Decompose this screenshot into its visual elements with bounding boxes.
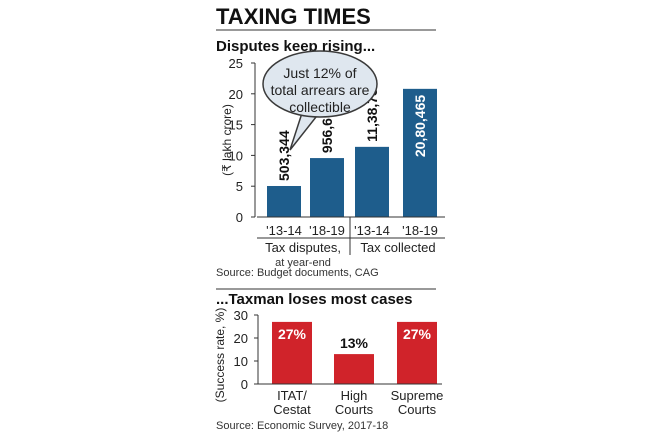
chart1-group-sublabel: at year-end <box>275 257 331 269</box>
chart1-bar <box>355 146 389 217</box>
chart1-bar <box>403 88 437 217</box>
chart2-x-tick-label: High <box>341 388 368 403</box>
chart2-y-tick-label: 0 <box>241 377 248 392</box>
chart1-group-label: Tax disputes, <box>265 240 341 255</box>
chart1-x-tick-label: '18-19 <box>402 223 438 238</box>
chart1-y-tick-label: 15 <box>229 118 243 133</box>
chart2-x-tick-label: Courts <box>398 402 437 417</box>
chart2-y-tick-label: 10 <box>234 354 248 369</box>
chart2-x-tick-label: ITAT/ <box>277 388 307 403</box>
chart1-bar <box>267 185 301 217</box>
chart2-bars: 27% 13% 27% <box>272 321 437 384</box>
chart2-bar <box>334 354 374 384</box>
chart1-title: Disputes keep rising... <box>216 38 375 55</box>
chart1-source: Source: Budget documents, CAG <box>216 267 379 279</box>
chart1-group-label: Tax collected <box>360 240 435 255</box>
chart1-y-tick-label: 20 <box>229 87 243 102</box>
chart2-data-label: 27% <box>403 326 432 342</box>
chart1-y-tick-label: 5 <box>236 179 243 194</box>
chart2-source: Source: Economic Survey, 2017-18 <box>216 420 388 432</box>
chart2-x-tick-label: Cestat <box>273 402 311 417</box>
page-title: TAXING TIMES <box>216 4 371 29</box>
chart2-data-label: 27% <box>278 326 307 342</box>
chart1-x-tick-label: '18-19 <box>309 223 345 238</box>
callout-line-2: total arrears are <box>271 82 370 98</box>
callout-line-3: collectible <box>289 99 351 115</box>
chart2-x-tick-label: Supreme <box>391 388 444 403</box>
chart1-y-tick-label: 0 <box>236 210 243 225</box>
chart2-x-tick-label: Courts <box>335 402 374 417</box>
chart1-x-tick-label: '13-14 <box>354 223 390 238</box>
chart2-y-axis-label: (Success rate, %) <box>213 308 227 403</box>
callout-line-1: Just 12% of <box>283 65 356 81</box>
success-rate-chart: ...Taxman loses most cases 27% 13% 27% 0 10… <box>213 291 443 432</box>
chart2-data-label: 13% <box>340 335 369 351</box>
chart1-y-tick-label: 25 <box>229 56 243 71</box>
chart1-bar <box>310 158 344 217</box>
chart1-axes: 0 5 10 15 20 25 (₹ lakh crore) '13-14 '18-19 '13-… <box>220 56 445 269</box>
chart1-y-axis-label: (₹ lakh crore) <box>220 104 234 176</box>
chart2-title: ...Taxman loses most cases <box>216 291 413 308</box>
chart1-x-tick-label: '13-14 <box>266 223 302 238</box>
chart2-bar <box>397 321 437 384</box>
chart2-y-tick-label: 30 <box>234 308 248 323</box>
chart2-bar <box>272 321 312 384</box>
chart1-y-tick-label: 10 <box>229 148 243 163</box>
chart1-data-label: 503,344 <box>276 130 292 181</box>
chart1-data-label: 20,80,465 <box>412 95 428 157</box>
chart1-callout: Just 12% of total arrears are collectibl… <box>262 50 378 151</box>
chart2-y-tick-label: 20 <box>234 331 248 346</box>
